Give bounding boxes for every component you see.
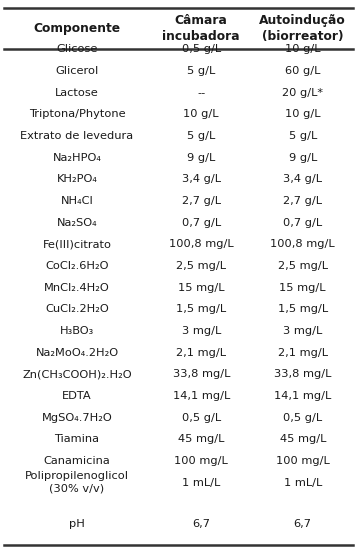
- Text: Polipropilenoglicol
(30% v/v): Polipropilenoglicol (30% v/v): [25, 471, 129, 494]
- Text: Câmara
incubadora: Câmara incubadora: [162, 14, 240, 44]
- Text: 5 g/L: 5 g/L: [288, 131, 317, 141]
- Text: 2,1 mg/L: 2,1 mg/L: [176, 348, 226, 358]
- Text: 3,4 g/L: 3,4 g/L: [283, 174, 322, 184]
- Text: 0,5 g/L: 0,5 g/L: [182, 44, 221, 55]
- Text: 2,5 mg/L: 2,5 mg/L: [176, 261, 226, 271]
- Text: Extrato de levedura: Extrato de levedura: [20, 131, 134, 141]
- Text: 6,7: 6,7: [294, 519, 312, 529]
- Text: 10 g/L: 10 g/L: [183, 109, 219, 119]
- Text: 1 mL/L: 1 mL/L: [182, 477, 220, 487]
- Text: 15 mg/L: 15 mg/L: [280, 283, 326, 293]
- Text: MgSO₄.7H₂O: MgSO₄.7H₂O: [42, 412, 112, 423]
- Text: Na₂HPO₄: Na₂HPO₄: [52, 153, 101, 163]
- Text: KH₂PO₄: KH₂PO₄: [57, 174, 97, 184]
- Text: H₃BO₃: H₃BO₃: [60, 326, 94, 336]
- Text: 5 g/L: 5 g/L: [187, 131, 215, 141]
- Text: 10 g/L: 10 g/L: [285, 109, 321, 119]
- Text: Tiamina: Tiamina: [55, 434, 100, 444]
- Text: 2,1 mg/L: 2,1 mg/L: [278, 348, 328, 358]
- Text: Lactose: Lactose: [55, 88, 99, 98]
- Text: 100 mg/L: 100 mg/L: [174, 456, 228, 466]
- Text: Glicose: Glicose: [56, 44, 98, 55]
- Text: 2,5 mg/L: 2,5 mg/L: [278, 261, 328, 271]
- Text: 100,8 mg/L: 100,8 mg/L: [270, 240, 335, 250]
- Text: 0,5 g/L: 0,5 g/L: [182, 412, 221, 423]
- Text: Na₂MoO₄.2H₂O: Na₂MoO₄.2H₂O: [35, 348, 119, 358]
- Text: 2,7 g/L: 2,7 g/L: [283, 196, 322, 206]
- Text: pH: pH: [69, 519, 85, 529]
- Text: 20 g/L*: 20 g/L*: [282, 88, 323, 98]
- Text: CuCl₂.2H₂O: CuCl₂.2H₂O: [45, 304, 109, 314]
- Text: 9 g/L: 9 g/L: [288, 153, 317, 163]
- Text: 10 g/L: 10 g/L: [285, 44, 321, 55]
- Text: Componente: Componente: [34, 22, 121, 35]
- Text: 33,8 mg/L: 33,8 mg/L: [274, 369, 331, 379]
- Text: 0,7 g/L: 0,7 g/L: [283, 217, 322, 227]
- Text: 3 mg/L: 3 mg/L: [283, 326, 322, 336]
- Text: 1,5 mg/L: 1,5 mg/L: [176, 304, 226, 314]
- Text: MnCl₂.4H₂O: MnCl₂.4H₂O: [44, 283, 110, 293]
- Text: 33,8 mg/L: 33,8 mg/L: [172, 369, 230, 379]
- Text: 3,4 g/L: 3,4 g/L: [182, 174, 221, 184]
- Text: Triptona/Phytone: Triptona/Phytone: [29, 109, 125, 119]
- Text: 100 mg/L: 100 mg/L: [276, 456, 330, 466]
- Text: 5 g/L: 5 g/L: [187, 66, 215, 76]
- Text: 15 mg/L: 15 mg/L: [178, 283, 225, 293]
- Text: Zn(CH₃COOH)₂.H₂O: Zn(CH₃COOH)₂.H₂O: [22, 369, 132, 379]
- Text: NH₄Cl: NH₄Cl: [61, 196, 94, 206]
- Text: 45 mg/L: 45 mg/L: [280, 434, 326, 444]
- Text: Canamicina: Canamicina: [44, 456, 110, 466]
- Text: Na₂SO₄: Na₂SO₄: [57, 217, 97, 227]
- Text: Glicerol: Glicerol: [55, 66, 99, 76]
- Text: Autoindução
(biorreator): Autoindução (biorreator): [259, 14, 346, 44]
- Text: 14,1 mg/L: 14,1 mg/L: [274, 391, 331, 401]
- Text: --: --: [197, 88, 205, 98]
- Text: Fe(III)citrato: Fe(III)citrato: [42, 240, 111, 250]
- Text: 60 g/L: 60 g/L: [285, 66, 320, 76]
- Text: CoCl₂.6H₂O: CoCl₂.6H₂O: [45, 261, 109, 271]
- Text: EDTA: EDTA: [62, 391, 92, 401]
- Text: 1,5 mg/L: 1,5 mg/L: [278, 304, 328, 314]
- Text: 9 g/L: 9 g/L: [187, 153, 215, 163]
- Text: 100,8 mg/L: 100,8 mg/L: [169, 240, 233, 250]
- Text: 2,7 g/L: 2,7 g/L: [182, 196, 221, 206]
- Text: 14,1 mg/L: 14,1 mg/L: [173, 391, 230, 401]
- Text: 0,7 g/L: 0,7 g/L: [182, 217, 221, 227]
- Text: 0,5 g/L: 0,5 g/L: [283, 412, 322, 423]
- Text: 6,7: 6,7: [192, 519, 210, 529]
- Text: 3 mg/L: 3 mg/L: [182, 326, 221, 336]
- Text: 45 mg/L: 45 mg/L: [178, 434, 225, 444]
- Text: 1 mL/L: 1 mL/L: [283, 477, 322, 487]
